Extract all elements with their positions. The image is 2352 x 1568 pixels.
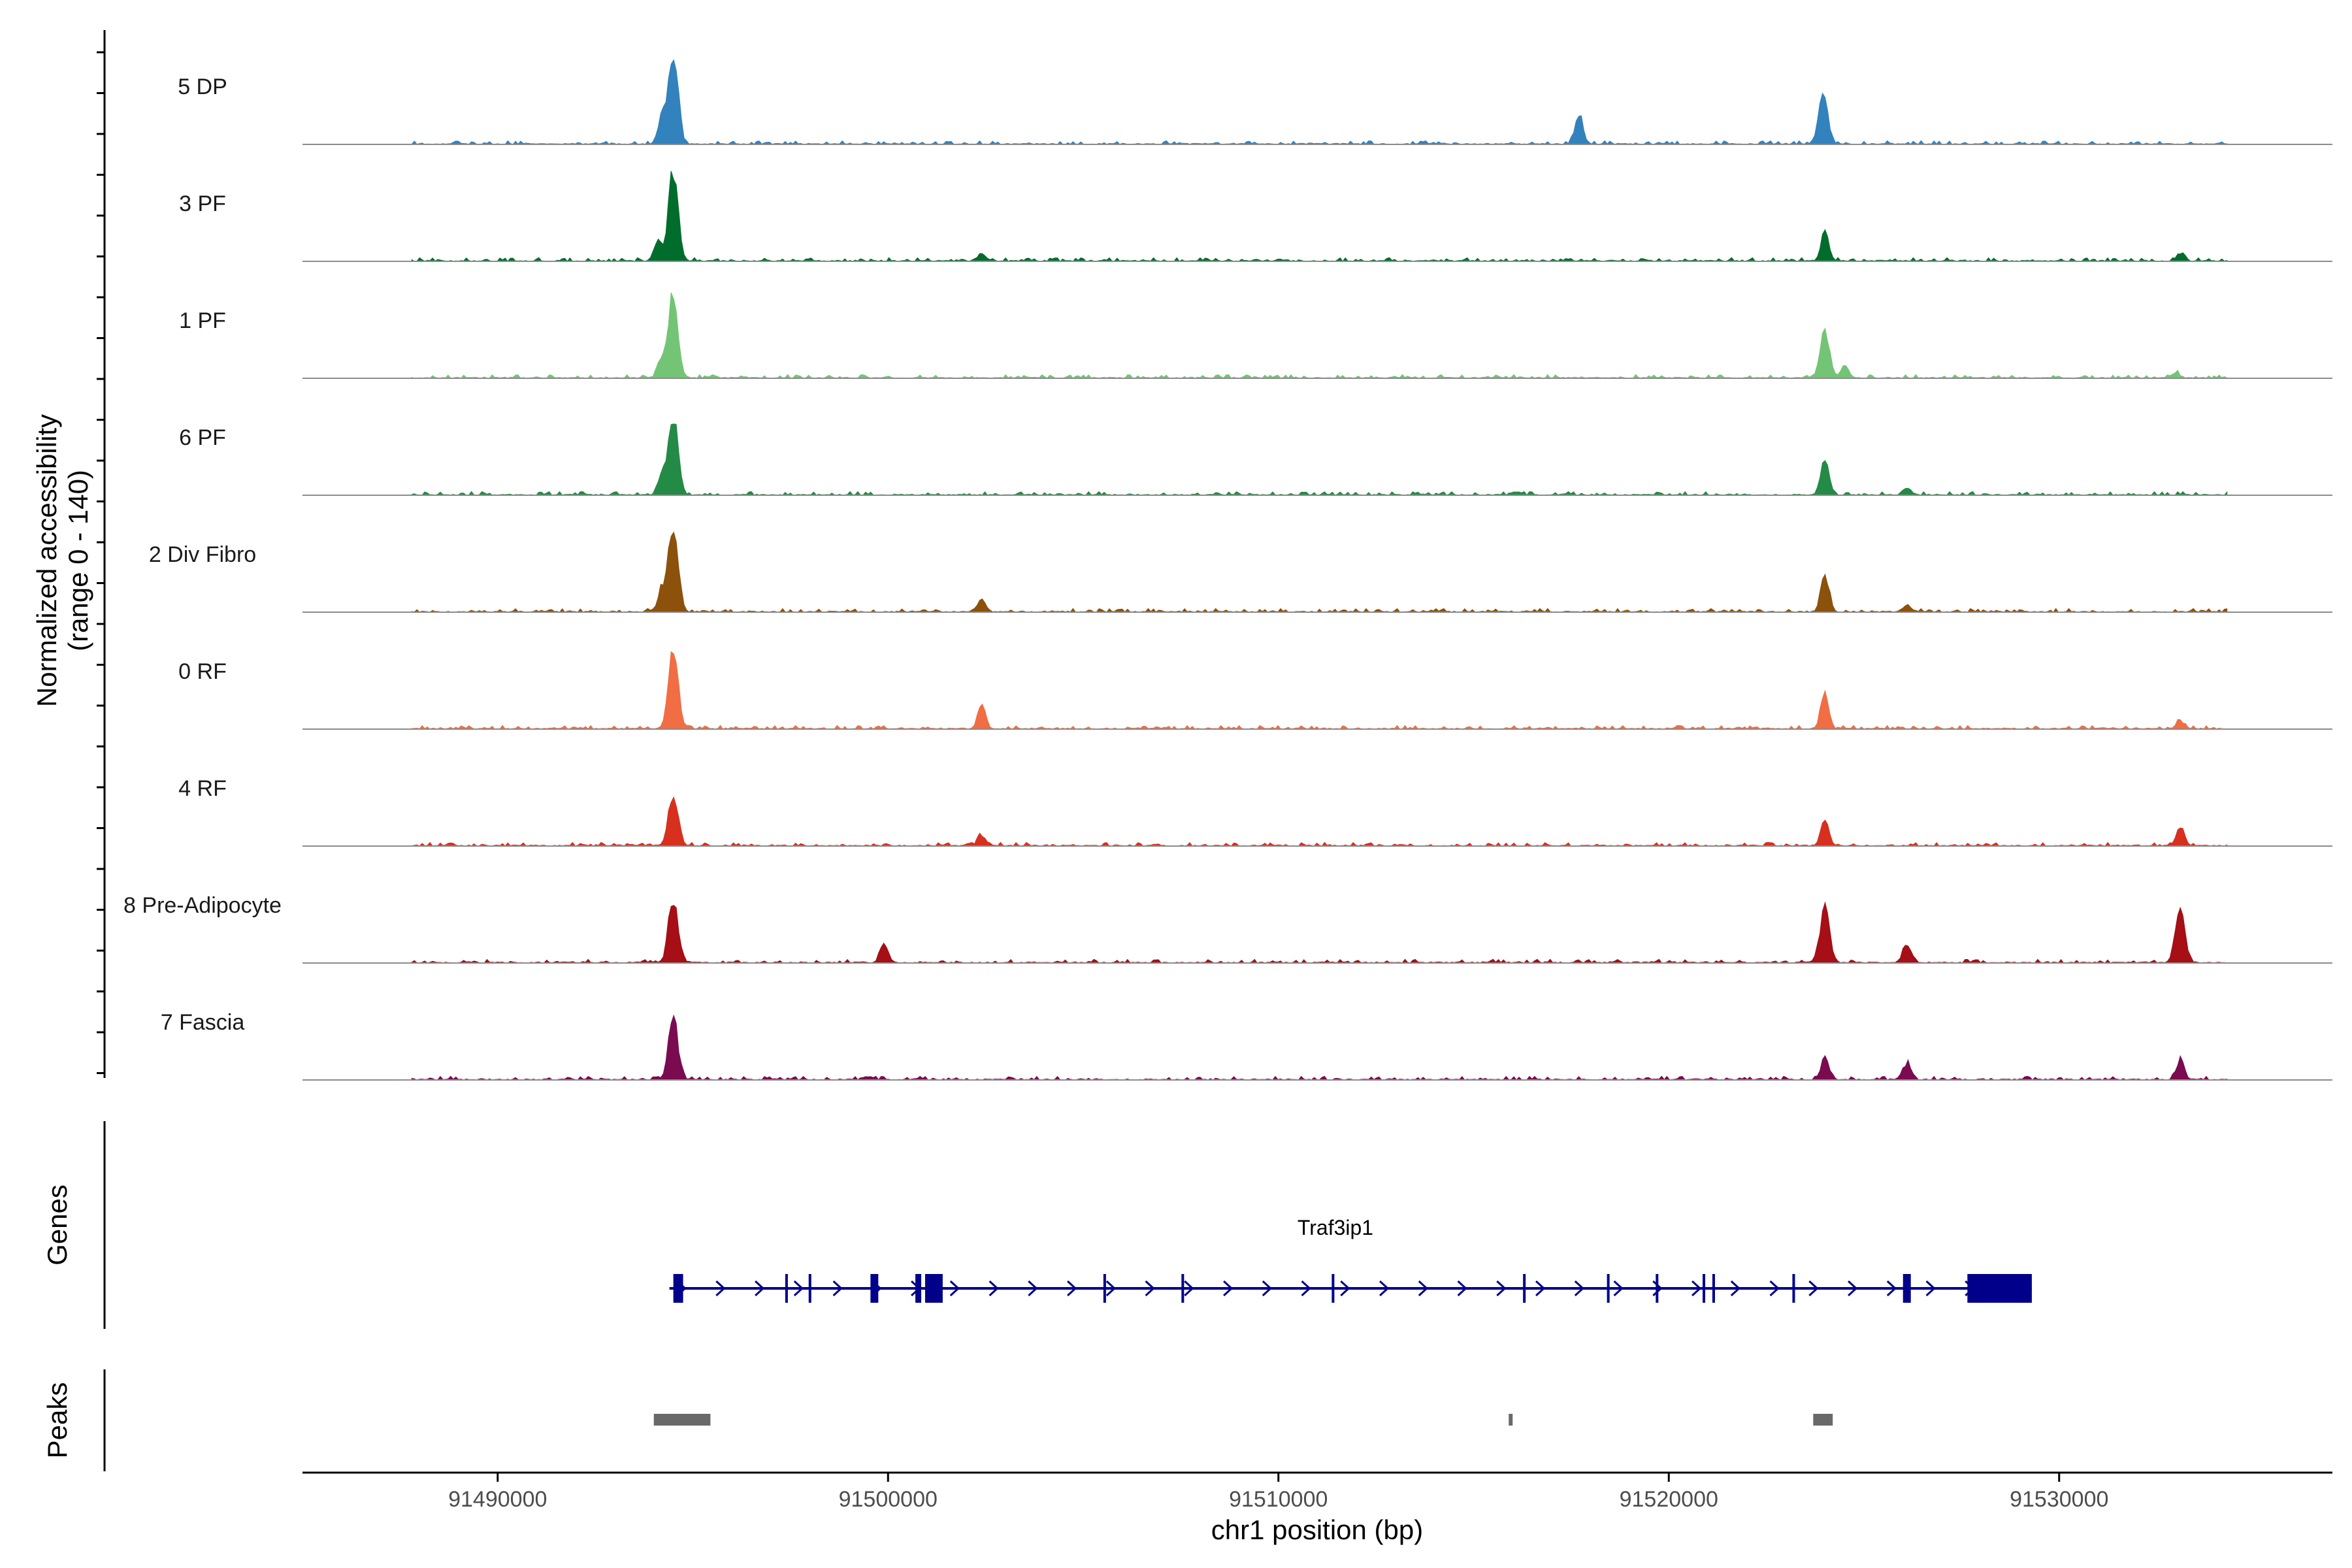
track-1-pf: 1 PF xyxy=(179,292,2332,379)
x-axis-ticks: 91490000 91500000 91510000 91520000 91530000 xyxy=(448,1473,2108,1512)
x-tick-label: 91520000 xyxy=(1620,1487,1718,1512)
track-7-fascia: 7 Fascia xyxy=(161,1010,2332,1081)
track-3-pf: 3 PF xyxy=(179,171,2332,262)
track-4-rf: 4 RF xyxy=(178,776,2332,847)
strand-arrow xyxy=(1379,1280,1390,1297)
strand-arrow xyxy=(1574,1280,1585,1297)
gene-exon xyxy=(915,1274,922,1303)
coverage-tracks: 5 DP 3 PF 1 PF 6 PF 2 Div Fibro 0 RF 4 RF 8 Pre… xyxy=(123,59,2332,1081)
strand-arrow xyxy=(1184,1280,1194,1297)
strand-arrow xyxy=(1808,1280,1819,1297)
gene-exon xyxy=(673,1274,683,1303)
coverage-area xyxy=(411,531,2228,613)
strand-arrow xyxy=(1105,1280,1117,1297)
genes-panel-title: Genes xyxy=(42,1184,73,1266)
strand-arrow xyxy=(1496,1280,1507,1297)
strand-arrow xyxy=(1223,1280,1233,1297)
strand-arrow xyxy=(755,1280,765,1297)
x-tick-label: 91500000 xyxy=(839,1487,938,1512)
peak-region xyxy=(1813,1414,1833,1426)
gene-exon xyxy=(1903,1274,1911,1303)
strand-arrow xyxy=(832,1280,843,1297)
coverage-y-ticks xyxy=(97,51,105,1074)
gene-exon xyxy=(1967,1274,2032,1303)
x-axis-title: chr1 position (bp) xyxy=(1211,1514,1424,1545)
track-label: 5 DP xyxy=(178,74,227,99)
strand-arrow xyxy=(949,1280,960,1297)
track-6-pf: 6 PF xyxy=(179,423,2332,496)
strand-arrow xyxy=(1691,1280,1702,1297)
track-label: 1 PF xyxy=(179,308,226,333)
track-2-div-fibro: 2 Div Fibro xyxy=(149,531,2332,613)
track-0-rf: 0 RF xyxy=(178,651,2332,730)
strand-arrow xyxy=(1067,1280,1077,1297)
peak-regions xyxy=(653,1414,1833,1426)
strand-arrow xyxy=(1418,1280,1429,1297)
strand-arrow xyxy=(1535,1280,1546,1297)
strand-arrow xyxy=(793,1280,804,1297)
strand-arrow xyxy=(1301,1280,1311,1297)
strand-arrow xyxy=(1262,1280,1273,1297)
track-label: 3 PF xyxy=(179,191,226,216)
track-label: 2 Div Fibro xyxy=(149,542,256,567)
strand-arrow xyxy=(1457,1280,1467,1297)
x-tick-label: 91510000 xyxy=(1229,1487,1328,1512)
gene-name-traf3ip1: Traf3ip1 xyxy=(1298,1216,1373,1239)
strand-arrow xyxy=(1145,1280,1155,1297)
gene-track xyxy=(669,1274,2032,1303)
track-5-dp: 5 DP xyxy=(178,59,2332,145)
peak-region xyxy=(653,1414,711,1426)
strand-arrow xyxy=(1769,1280,1780,1297)
y-axis-title-line2: (range 0 - 140) xyxy=(63,470,93,651)
strand-arrow xyxy=(1730,1280,1741,1297)
strand-arrow xyxy=(1028,1280,1038,1297)
track-label: 4 RF xyxy=(178,776,227,801)
strand-arrow xyxy=(1925,1280,1936,1297)
strand-arrow xyxy=(1613,1280,1624,1297)
strand-arrow xyxy=(1340,1280,1350,1297)
strand-arrow xyxy=(1886,1280,1897,1297)
track-label: 6 PF xyxy=(179,425,226,450)
x-tick-label: 91490000 xyxy=(448,1487,547,1512)
track-label: 7 Fascia xyxy=(161,1010,245,1035)
strand-arrow xyxy=(1848,1280,1858,1297)
track-8-pre-adipocyte: 8 Pre-Adipocyte xyxy=(123,893,2332,964)
gene-exon xyxy=(870,1274,879,1303)
gene-exon xyxy=(925,1274,943,1303)
x-tick-label: 91530000 xyxy=(2010,1487,2108,1512)
strand-arrow xyxy=(715,1280,726,1297)
peaks-panel-title: Peaks xyxy=(42,1382,73,1459)
peak-region xyxy=(1509,1414,1513,1426)
track-label: 8 Pre-Adipocyte xyxy=(123,893,282,918)
strand-arrow xyxy=(988,1280,999,1297)
track-label: 0 RF xyxy=(178,659,227,684)
y-axis-title-line1: Normalized accessibility xyxy=(31,414,62,707)
